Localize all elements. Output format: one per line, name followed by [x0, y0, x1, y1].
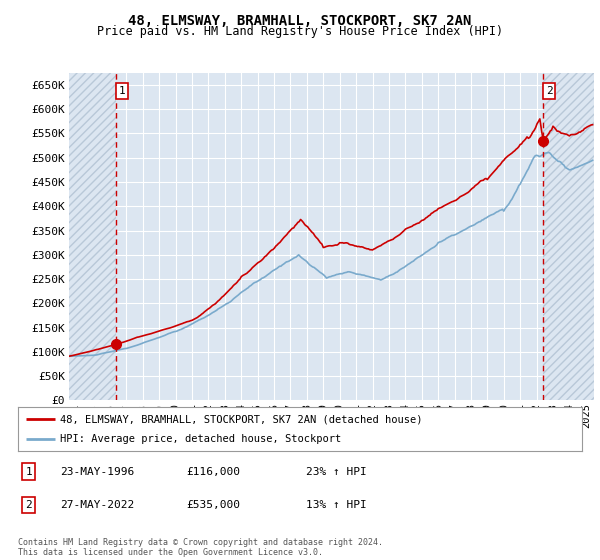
Polygon shape — [544, 73, 594, 400]
Polygon shape — [69, 73, 116, 400]
Text: 48, ELMSWAY, BRAMHALL, STOCKPORT, SK7 2AN (detached house): 48, ELMSWAY, BRAMHALL, STOCKPORT, SK7 2A… — [60, 414, 423, 424]
Text: 2: 2 — [25, 500, 32, 510]
Text: Price paid vs. HM Land Registry's House Price Index (HPI): Price paid vs. HM Land Registry's House … — [97, 25, 503, 38]
Text: £535,000: £535,000 — [186, 500, 240, 510]
Text: 13% ↑ HPI: 13% ↑ HPI — [306, 500, 367, 510]
Text: 1: 1 — [25, 466, 32, 477]
Text: £116,000: £116,000 — [186, 466, 240, 477]
Text: 23-MAY-1996: 23-MAY-1996 — [60, 466, 134, 477]
Text: Contains HM Land Registry data © Crown copyright and database right 2024.
This d: Contains HM Land Registry data © Crown c… — [18, 538, 383, 557]
Text: HPI: Average price, detached house, Stockport: HPI: Average price, detached house, Stoc… — [60, 433, 341, 444]
Text: 1: 1 — [119, 86, 125, 96]
Text: 23% ↑ HPI: 23% ↑ HPI — [306, 466, 367, 477]
Text: 27-MAY-2022: 27-MAY-2022 — [60, 500, 134, 510]
Text: 48, ELMSWAY, BRAMHALL, STOCKPORT, SK7 2AN: 48, ELMSWAY, BRAMHALL, STOCKPORT, SK7 2A… — [128, 14, 472, 28]
Text: 2: 2 — [546, 86, 553, 96]
